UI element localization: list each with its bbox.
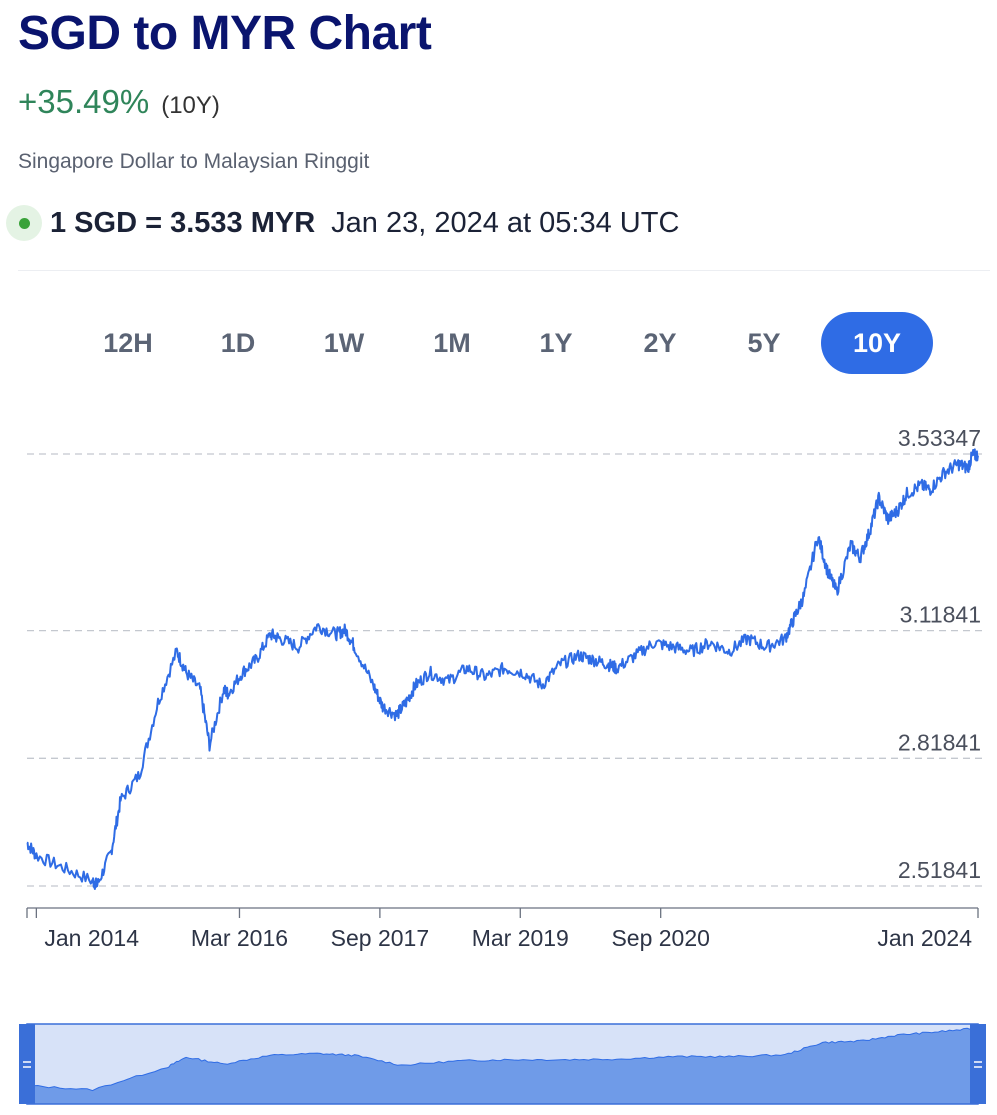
live-indicator-icon xyxy=(6,205,42,241)
range-tab-1m[interactable]: 1M xyxy=(433,327,471,358)
x-tick-label: Jan 2014 xyxy=(44,925,139,951)
exchange-rate-chart: 3.53347 3.11841 2.81841 2.51841 Jan 2014 Mar … xyxy=(26,425,982,951)
change-summary: +35.49% (10Y) xyxy=(18,83,220,121)
rate-value: 1 SGD = 3.533 MYR xyxy=(50,206,316,239)
chart-navigator[interactable] xyxy=(0,1015,997,1115)
page-title: SGD to MYR Chart xyxy=(18,7,432,60)
x-tick-label: Mar 2019 xyxy=(472,925,569,951)
x-tick-label: Sep 2017 xyxy=(331,925,429,951)
range-tab-1y[interactable]: 1Y xyxy=(539,327,573,358)
range-selector: 12H 1D 1W 1M 1Y 2Y 5Y 10Y xyxy=(76,312,936,374)
range-tab-10y[interactable]: 10Y xyxy=(821,312,933,374)
pair-description: Singapore Dollar to Malaysian Ringgit xyxy=(18,150,370,173)
divider xyxy=(18,270,990,271)
range-tab-1w[interactable]: 1W xyxy=(323,327,365,358)
x-tick-label: Jan 2024 xyxy=(877,925,972,951)
range-tab-1d[interactable]: 1D xyxy=(220,327,256,358)
y-tick-label: 2.81841 xyxy=(898,729,981,755)
range-tab-2y[interactable]: 2Y xyxy=(643,327,677,358)
y-tick-label: 3.53347 xyxy=(898,425,981,451)
change-period: (10Y) xyxy=(161,92,220,119)
y-tick-label: 2.51841 xyxy=(898,857,981,883)
range-tab-5y[interactable]: 5Y xyxy=(747,327,781,358)
y-tick-label: 3.11841 xyxy=(900,602,981,628)
range-tab-12h[interactable]: 12H xyxy=(103,327,153,358)
rate-line xyxy=(26,448,979,890)
x-tick-label: Sep 2020 xyxy=(611,925,709,951)
percent-change: +35.49% xyxy=(18,83,150,120)
x-tick-label: Mar 2016 xyxy=(191,925,288,951)
navigator-right-handle[interactable] xyxy=(970,1024,986,1104)
navigator-area xyxy=(26,1027,979,1105)
current-rate: 1 SGD = 3.533 MYR Jan 23, 2024 at 05:34 … xyxy=(6,205,679,241)
rate-timestamp: Jan 23, 2024 at 05:34 UTC xyxy=(331,206,680,239)
navigator-left-handle[interactable] xyxy=(19,1024,35,1104)
